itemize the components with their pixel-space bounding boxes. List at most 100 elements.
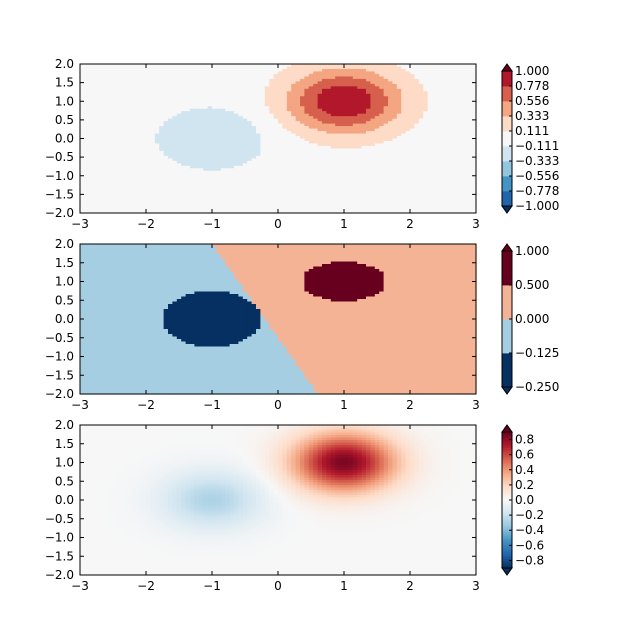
heatmap-cell [163, 86, 169, 90]
heatmap-cell [269, 116, 275, 120]
heatmap-cell [374, 111, 380, 115]
heatmap-cell [190, 118, 195, 122]
heatmap-cell [471, 116, 477, 120]
heatmap-cell [436, 68, 442, 73]
heatmap-cell [119, 76, 125, 80]
heatmap-cell [110, 116, 116, 120]
heatmap-cell [150, 73, 156, 78]
heatmap-cell [229, 118, 235, 122]
heatmap-cell [150, 91, 156, 95]
heatmap-cell [286, 86, 292, 90]
heatmap-cell [326, 113, 332, 117]
heatmap-cell [260, 81, 266, 85]
heatmap-cell [436, 96, 442, 100]
heatmap-cell [348, 66, 354, 70]
heatmap-cell [361, 76, 367, 80]
heatmap-cell [370, 76, 376, 80]
heatmap-cell [322, 98, 327, 102]
heatmap-cell [264, 106, 270, 110]
heatmap-cell [330, 86, 336, 90]
heatmap-cell [392, 98, 398, 102]
heatmap-cell [339, 86, 345, 90]
heatmap-cell [278, 103, 283, 107]
heatmap-cell [352, 113, 358, 117]
heatmap-cell [207, 123, 213, 127]
heatmap-cell [392, 88, 398, 92]
heatmap-cell [220, 66, 226, 70]
heatmap-cell [467, 93, 473, 97]
heatmap-cell [282, 91, 288, 95]
heatmap-cell [273, 83, 279, 87]
heatmap-cell [418, 71, 424, 75]
heatmap-cell [335, 96, 341, 100]
heatmap-cell [198, 108, 204, 112]
heatmap-cell [225, 83, 231, 87]
heatmap-cell [247, 101, 253, 105]
heatmap-cell [115, 108, 121, 112]
heatmap-cell [234, 96, 239, 100]
heatmap-cell [326, 76, 332, 80]
heatmap-cell [304, 66, 310, 70]
heatmap-cell [102, 106, 107, 110]
heatmap-cell [102, 121, 107, 125]
heatmap-cell [242, 66, 248, 70]
heatmap-cell [405, 121, 411, 125]
heatmap-cell [414, 118, 420, 122]
heatmap-cell [146, 88, 151, 92]
heatmap-cell [436, 93, 442, 97]
heatmap-cell [115, 83, 121, 87]
heatmap-cell [106, 76, 112, 80]
heatmap-cell [467, 68, 473, 73]
heatmap-cell [300, 78, 305, 82]
heatmap-cell [467, 118, 473, 122]
heatmap-cell [84, 113, 90, 117]
heatmap-cell [172, 111, 178, 115]
heatmap-cell [317, 91, 323, 95]
heatmap-cell [379, 96, 385, 100]
heatmap-cell [471, 108, 477, 112]
heatmap-cell [405, 108, 411, 112]
heatmap-cell [273, 103, 279, 107]
heatmap-cell [383, 83, 389, 87]
heatmap-cell [352, 93, 358, 97]
heatmap-cell [106, 101, 112, 105]
heatmap-cell [462, 116, 468, 120]
heatmap-cell [234, 64, 239, 68]
heatmap-cell [414, 71, 420, 75]
heatmap-cell [97, 96, 103, 100]
heatmap-cell [423, 116, 429, 120]
heatmap-cell [432, 76, 437, 80]
heatmap-cell [146, 116, 151, 120]
heatmap-cell [251, 93, 257, 97]
heatmap-cell [348, 106, 354, 110]
heatmap-cell [247, 116, 253, 120]
heatmap-cell [256, 116, 261, 120]
heatmap-cell [361, 68, 367, 73]
heatmap-cell [348, 108, 354, 112]
heatmap-cell [454, 86, 459, 90]
heatmap-cell [247, 96, 253, 100]
heatmap-cell [300, 86, 305, 90]
heatmap-cell [216, 108, 222, 112]
heatmap-cell [335, 91, 341, 95]
heatmap-cell [225, 113, 231, 117]
heatmap-cell [392, 116, 398, 120]
heatmap-cell [392, 91, 398, 95]
heatmap-cell [176, 98, 182, 102]
heatmap-cell [410, 88, 415, 92]
heatmap-cell [229, 121, 235, 125]
heatmap-cell [207, 93, 213, 97]
heatmap-cell [462, 118, 468, 122]
heatmap-cell [388, 96, 393, 100]
heatmap-cell [124, 93, 129, 97]
heatmap-cell [440, 118, 446, 122]
heatmap-cell [291, 86, 297, 90]
heatmap-cell [295, 121, 301, 125]
heatmap-cell [185, 96, 191, 100]
heatmap-cell [198, 113, 204, 117]
heatmap-cell [335, 121, 341, 125]
heatmap-cell [348, 86, 354, 90]
heatmap-cell [313, 111, 319, 115]
heatmap-cell [423, 88, 429, 92]
heatmap-cell [154, 113, 160, 117]
